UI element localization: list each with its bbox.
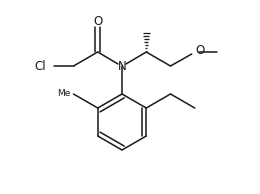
Text: O: O bbox=[196, 44, 205, 57]
Text: Cl: Cl bbox=[35, 60, 46, 73]
Text: Me: Me bbox=[57, 89, 70, 99]
Text: N: N bbox=[118, 60, 126, 73]
Text: O: O bbox=[93, 15, 102, 28]
